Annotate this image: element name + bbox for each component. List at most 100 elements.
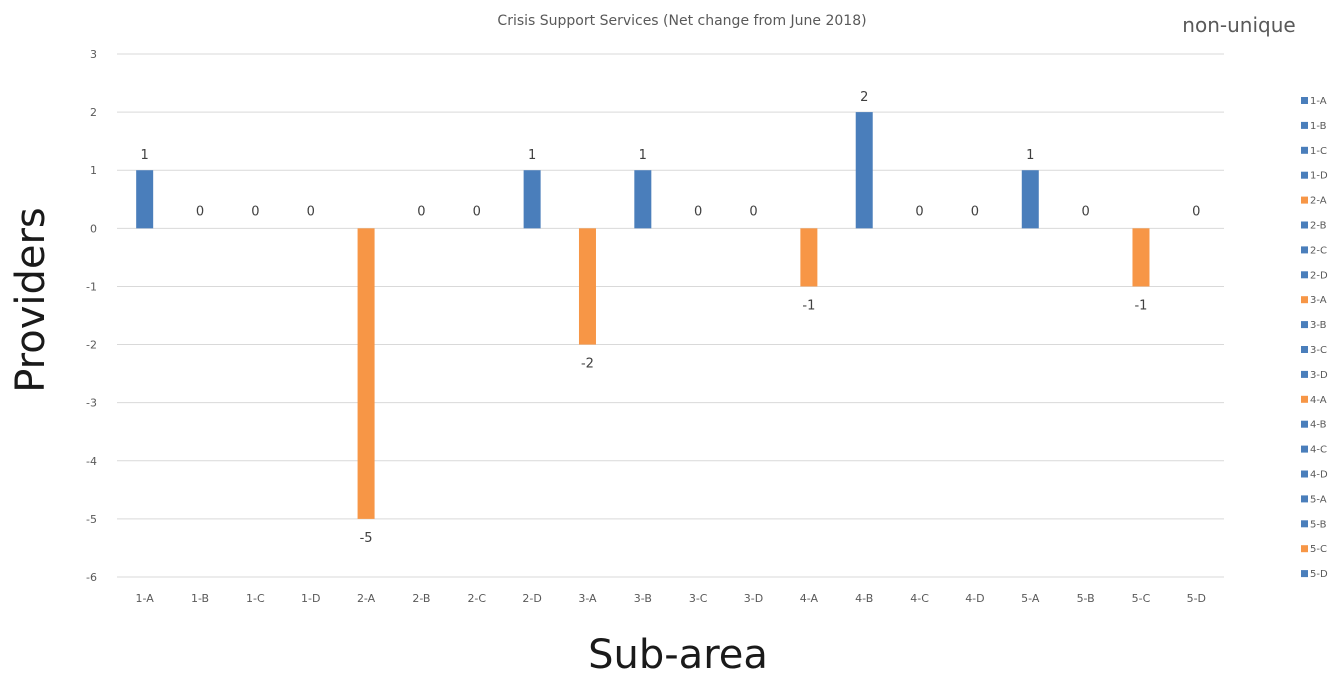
data-label: 0 [1081, 204, 1089, 219]
y-axis-label: Providers [8, 207, 54, 393]
data-label: -1 [1134, 298, 1147, 313]
bar-3-A [578, 228, 596, 345]
legend-swatch [1301, 271, 1308, 279]
gridlines [117, 53, 1224, 578]
x-tick-label: 3-C [689, 592, 708, 605]
legend-swatch [1301, 146, 1308, 154]
legend-swatch [1301, 445, 1308, 453]
legend-entry: 5-C [1310, 544, 1327, 555]
bar-4-A [800, 228, 818, 287]
x-tick-label: 5-D [1187, 592, 1206, 605]
x-tick-label: 4-B [855, 592, 873, 605]
y-tick-label: -2 [86, 339, 97, 352]
legend-entry: 5-B [1310, 519, 1327, 530]
y-tick-label: 2 [90, 106, 97, 119]
legend-swatch [1301, 221, 1308, 229]
x-tick-label: 3-D [744, 592, 763, 605]
legend-entry: 4-C [1310, 445, 1327, 456]
y-tick-label: -5 [86, 513, 97, 526]
legend-entry: 2-B [1310, 221, 1327, 232]
x-tick-label: 4-A [800, 592, 819, 605]
data-label: 1 [1026, 148, 1034, 163]
x-tick-label: 4-D [965, 592, 984, 605]
data-labels: 1 0 0 0 -5 0 0 1 -2 1 0 0 -1 2 0 0 1 0 -1 0 [141, 90, 1201, 546]
data-label: 0 [915, 204, 923, 219]
legend-swatch [1301, 420, 1308, 428]
x-tick-labels: 1-A 1-B 1-C 1-D 2-A 2-B 2-C 2-D 3-A 3-B 3-C 3-D 4-A 4… [136, 592, 1207, 605]
legend-swatch [1301, 470, 1308, 478]
legend-swatch [1301, 171, 1308, 179]
legend-entry: 2-A [1310, 196, 1327, 207]
legend-entry: 1-B [1310, 121, 1327, 132]
x-tick-label: 5-B [1077, 592, 1095, 605]
x-tick-label: 3-B [634, 592, 652, 605]
data-label: 1 [141, 148, 149, 163]
y-tick-label: -1 [86, 280, 97, 293]
bar-2-A [357, 228, 375, 519]
y-tick-labels: 3 2 1 0 -1 -2 -3 -4 -5 -6 [86, 48, 97, 584]
legend-entry: 3-D [1310, 370, 1328, 381]
legend-entry: 2-D [1310, 270, 1328, 281]
legend-swatch [1301, 121, 1308, 129]
chart-title: Crisis Support Services (Net change from… [497, 13, 866, 29]
legend-entry: 5-D [1310, 569, 1328, 580]
y-tick-label: 1 [90, 164, 97, 177]
data-label: -5 [360, 531, 373, 546]
legend-entry: 1-A [1310, 96, 1327, 107]
data-label: -1 [802, 298, 815, 313]
legend-entry: 4-D [1310, 470, 1328, 481]
y-tick-label: -4 [86, 455, 97, 468]
bar-1-A [136, 170, 154, 229]
x-tick-label: 1-B [191, 592, 209, 605]
y-tick-label: -3 [86, 397, 97, 410]
data-label: 0 [307, 204, 315, 219]
legend-swatch [1301, 395, 1308, 403]
legend-swatch [1301, 296, 1308, 304]
x-tick-label: 2-C [467, 592, 486, 605]
x-tick-label: 1-A [136, 592, 155, 605]
y-tick-label: -6 [86, 571, 97, 584]
legend-swatch [1301, 495, 1308, 503]
corner-label: non-unique [1182, 13, 1295, 37]
legend-swatch [1301, 346, 1308, 353]
legend-entry: 4-A [1310, 395, 1327, 406]
bar-5-C [1132, 228, 1150, 287]
legend-swatch [1301, 97, 1308, 104]
bar-3-B [634, 170, 652, 229]
x-tick-label: 5-A [1021, 592, 1040, 605]
legend-swatch [1301, 196, 1308, 204]
data-label: -2 [581, 357, 594, 372]
x-tick-label: 3-A [578, 592, 597, 605]
legend-swatch [1301, 570, 1308, 578]
legend-entry: 3-B [1310, 320, 1327, 331]
y-tick-label: 3 [90, 48, 97, 61]
data-label: 0 [749, 204, 757, 219]
x-tick-label: 1-C [246, 592, 265, 605]
bar-4-B [855, 112, 873, 229]
legend-entry: 5-A [1310, 494, 1327, 505]
data-label: 0 [196, 204, 204, 219]
bar-2-D [523, 170, 541, 229]
legend-entry: 1-D [1310, 171, 1328, 182]
data-label: 0 [694, 204, 702, 219]
bar-5-A [1021, 170, 1039, 229]
x-tick-label: 2-D [522, 592, 541, 605]
legend-swatch [1301, 246, 1308, 254]
legend-swatch [1301, 520, 1308, 528]
legend-swatch [1301, 545, 1308, 553]
data-label: 0 [417, 204, 425, 219]
data-label: 1 [528, 148, 536, 163]
data-label: 1 [639, 148, 647, 163]
legend-swatch [1301, 321, 1308, 329]
x-tick-label: 2-B [412, 592, 430, 605]
data-label: 0 [971, 204, 979, 219]
legend-entry: 1-C [1310, 146, 1327, 157]
data-label: 0 [1192, 204, 1200, 219]
data-label: 0 [251, 204, 259, 219]
legend-entry: 3-C [1310, 345, 1327, 356]
legend-entry: 2-C [1310, 245, 1327, 256]
legend-entry: 4-B [1310, 420, 1327, 431]
data-label: 2 [860, 90, 868, 105]
data-label: 0 [473, 204, 481, 219]
